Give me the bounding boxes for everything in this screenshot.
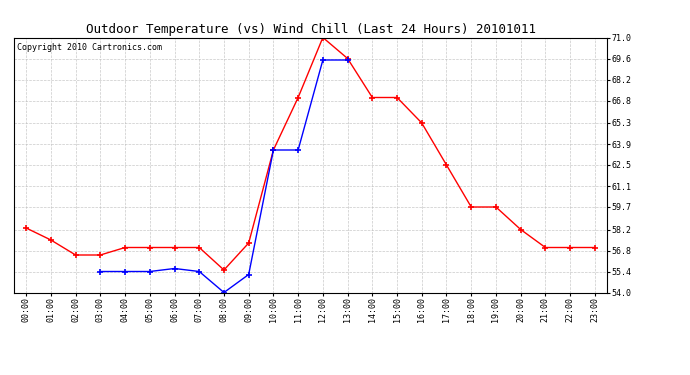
Text: Copyright 2010 Cartronics.com: Copyright 2010 Cartronics.com: [17, 43, 161, 52]
Title: Outdoor Temperature (vs) Wind Chill (Last 24 Hours) 20101011: Outdoor Temperature (vs) Wind Chill (Las…: [86, 23, 535, 36]
